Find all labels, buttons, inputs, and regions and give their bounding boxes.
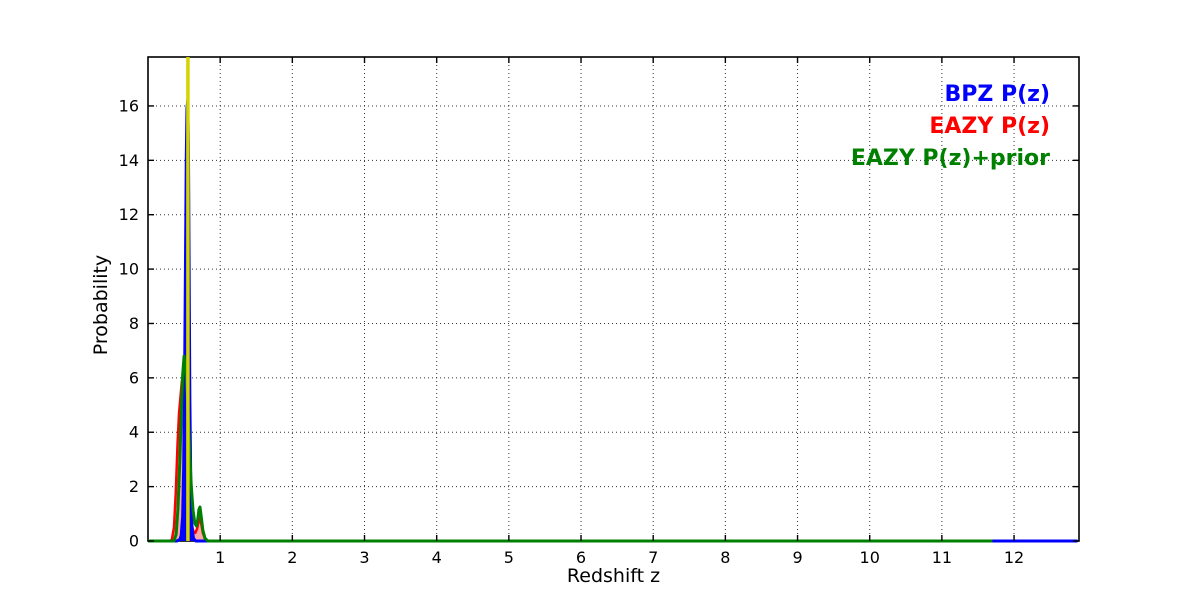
x-tick-label: 12 bbox=[1004, 548, 1024, 567]
x-tick-label: 9 bbox=[792, 548, 802, 567]
x-tick-label: 5 bbox=[504, 548, 514, 567]
x-tick-label: 11 bbox=[932, 548, 952, 567]
x-tick-label: 2 bbox=[287, 548, 297, 567]
legend-entry-eazy-pz-prior: EAZY P(z)+prior bbox=[851, 146, 1050, 171]
x-axis-label: Redshift z bbox=[567, 565, 660, 587]
x-tick-label: 7 bbox=[648, 548, 658, 567]
x-tick-label: 4 bbox=[432, 548, 442, 567]
y-tick-label: 10 bbox=[119, 260, 139, 279]
y-tick-label: 14 bbox=[119, 151, 139, 170]
x-tick-label: 6 bbox=[576, 548, 586, 567]
y-tick-label: 16 bbox=[119, 96, 139, 115]
x-tick-label: 3 bbox=[359, 548, 369, 567]
tick-marks bbox=[148, 57, 1079, 542]
y-tick-label: 4 bbox=[129, 423, 139, 442]
y-tick-label: 2 bbox=[129, 477, 139, 496]
y-tick-label: 0 bbox=[129, 532, 139, 551]
x-tick-label: 10 bbox=[860, 548, 880, 567]
series-group bbox=[148, 57, 1078, 543]
x-tick-label: 8 bbox=[720, 548, 730, 567]
y-axis-label: Probability bbox=[90, 255, 112, 355]
plot-background bbox=[148, 57, 1079, 541]
y-tick-label: 8 bbox=[129, 314, 139, 333]
y-tick-label: 12 bbox=[119, 205, 139, 224]
x-tick-label: 1 bbox=[215, 548, 225, 567]
legend: BPZ P(z) EAZY P(z) EAZY P(z)+prior bbox=[851, 82, 1050, 171]
grid bbox=[148, 57, 1079, 541]
legend-entry-bpz-pz: BPZ P(z) bbox=[944, 82, 1050, 107]
legend-entry-eazy-pz: EAZY P(z) bbox=[929, 114, 1050, 139]
y-tick-label: 6 bbox=[129, 368, 139, 387]
x-tick-labels: 1 2 3 4 5 6 7 8 9 10 11 12 bbox=[215, 548, 1024, 567]
series-eazy-pz-prior bbox=[148, 354, 993, 543]
y-tick-labels: 0 2 4 6 8 10 12 14 16 bbox=[119, 96, 139, 550]
